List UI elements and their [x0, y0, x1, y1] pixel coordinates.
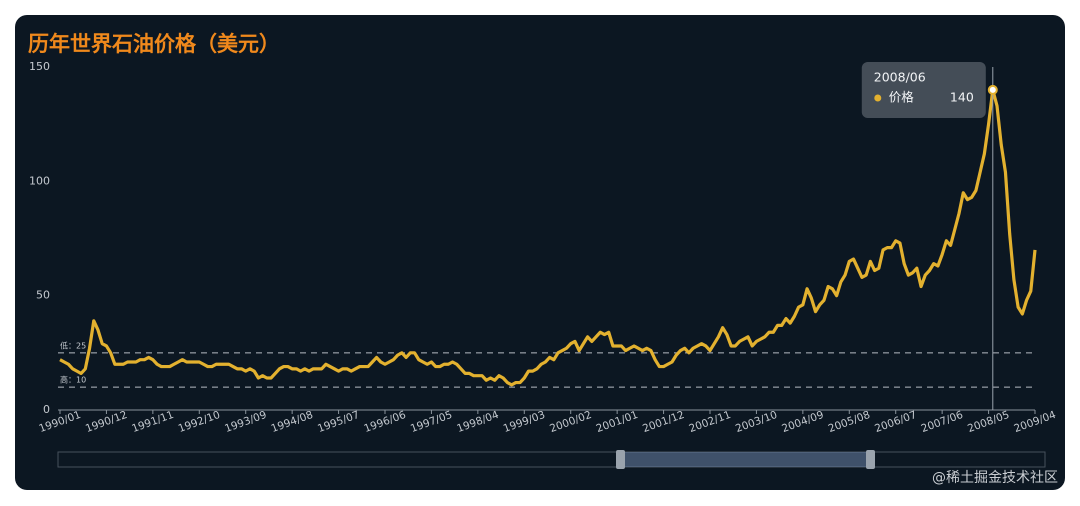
highlight-point	[987, 84, 998, 95]
y-tick-label: 50	[36, 289, 50, 302]
series-line	[59, 88, 1037, 387]
mark-line-label: 高：10	[60, 375, 86, 385]
tooltip-box	[861, 62, 986, 118]
tooltip-dot	[874, 94, 882, 102]
mark-line-label: 低：25	[60, 340, 86, 350]
y-tick-label: 150	[29, 60, 50, 73]
zoom-slider[interactable]	[57, 451, 1046, 468]
tooltip-value: 140	[950, 90, 974, 105]
tooltip-name: 价格	[889, 90, 915, 105]
tooltip: 2008/06 价格 140	[861, 62, 986, 118]
zoom-handle[interactable]	[616, 450, 625, 469]
y-tick-label: 100	[29, 174, 50, 187]
chart-title: 历年世界石油价格（美元）	[28, 32, 280, 56]
zoom-handle[interactable]	[866, 450, 875, 469]
y-tick-label: 0	[43, 403, 50, 416]
watermark: @稀土掘金技术社区	[932, 470, 1058, 486]
zoom-window[interactable]	[621, 452, 871, 467]
tooltip-title: 2008/06	[874, 70, 926, 85]
